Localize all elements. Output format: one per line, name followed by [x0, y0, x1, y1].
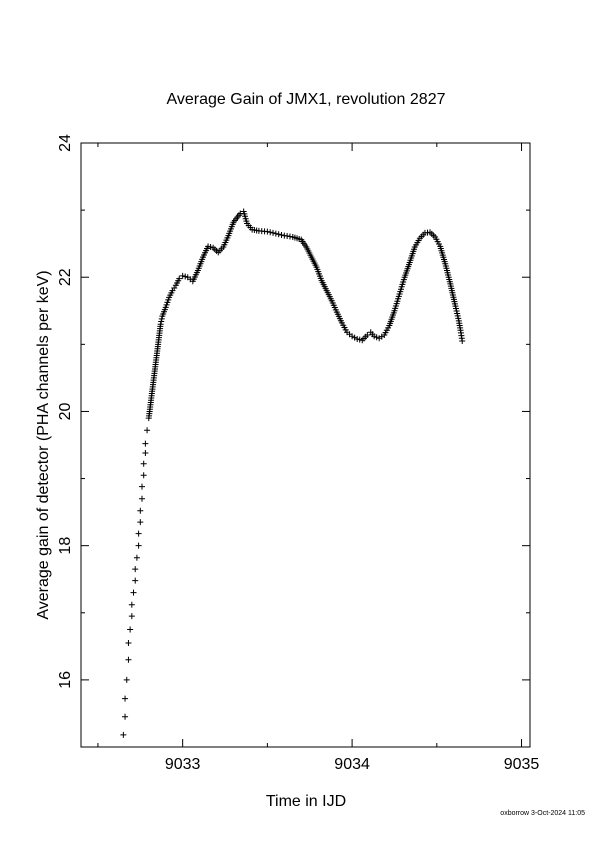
data-point — [270, 229, 277, 236]
axis-ticks — [81, 142, 530, 747]
data-point — [140, 460, 147, 467]
data-point — [179, 272, 186, 279]
y-axis-label: Average gain of detector (PHA channels p… — [35, 270, 52, 619]
data-point — [354, 335, 361, 342]
data-point — [267, 229, 274, 236]
data-point — [132, 577, 139, 584]
data-point — [163, 301, 170, 308]
chart-title: Average Gain of JMX1, revolution 2827 — [167, 91, 446, 108]
data-point — [364, 331, 371, 338]
x-tick-label: 9035 — [504, 756, 540, 773]
data-points — [120, 208, 466, 738]
data-point — [128, 613, 135, 620]
data-point — [459, 337, 466, 344]
x-tick-label: 9033 — [165, 756, 201, 773]
data-point — [162, 304, 169, 311]
data-point — [351, 334, 358, 341]
data-point — [165, 296, 172, 303]
data-point — [128, 601, 135, 608]
data-point — [133, 554, 140, 561]
data-point — [122, 695, 129, 702]
data-point — [138, 483, 145, 490]
x-axis-label: Time in IJD — [266, 793, 346, 810]
data-point — [122, 713, 129, 720]
data-point — [130, 589, 137, 596]
y-tick-label: 24 — [57, 134, 74, 152]
plot-frame — [80, 142, 531, 748]
footer-stamp: oxborrow 3-Oct-2024 11:05 — [500, 810, 585, 817]
data-point — [142, 440, 149, 447]
data-point — [275, 231, 282, 238]
tick-labels: 9033 9034 9035 16 18 20 22 24 — [57, 134, 539, 773]
data-point — [207, 244, 214, 251]
data-point — [132, 566, 139, 573]
data-point — [373, 334, 380, 341]
data-point — [356, 336, 363, 343]
x-tick-label: 9034 — [334, 756, 370, 773]
data-point — [127, 626, 134, 633]
data-point — [137, 519, 144, 526]
y-tick-label: 20 — [57, 402, 74, 420]
data-point — [157, 321, 164, 328]
data-point — [144, 427, 151, 434]
data-point — [158, 318, 165, 325]
data-point — [182, 273, 189, 280]
data-point — [272, 230, 279, 237]
data-point — [125, 639, 132, 646]
data-point — [135, 542, 142, 549]
data-point — [123, 676, 130, 683]
data-point — [349, 333, 356, 340]
data-point — [264, 228, 271, 235]
data-point — [176, 275, 183, 282]
data-point — [142, 450, 149, 457]
data-point — [137, 507, 144, 514]
data-point — [135, 530, 142, 537]
data-point — [164, 299, 171, 306]
data-point — [125, 656, 132, 663]
y-tick-label: 16 — [57, 671, 74, 689]
y-tick-label: 22 — [57, 268, 74, 286]
data-point — [138, 495, 145, 502]
data-point — [140, 472, 147, 479]
data-point — [158, 315, 165, 322]
data-point — [120, 731, 127, 738]
data-point — [205, 243, 212, 250]
data-point — [278, 231, 285, 238]
data-point — [371, 333, 378, 340]
y-tick-label: 18 — [57, 537, 74, 555]
